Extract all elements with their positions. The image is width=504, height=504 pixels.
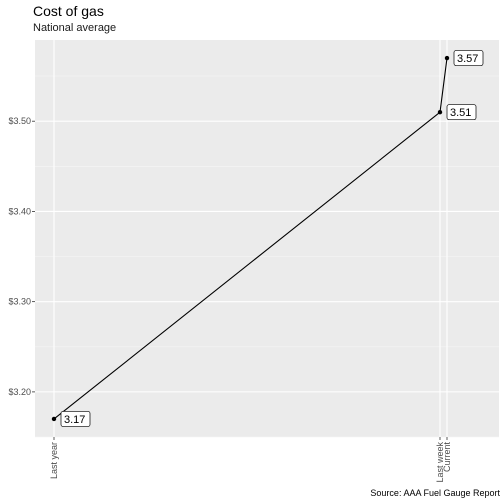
data-label-text: 3.51: [450, 107, 471, 119]
x-tick-label: Current: [442, 442, 452, 473]
y-axis: $3.20 $3.30 $3.40 $3.50: [8, 116, 35, 397]
data-label-box: [446, 104, 477, 121]
y-tick-label: $3.20: [8, 387, 31, 397]
y-tick-label: $3.40: [8, 206, 31, 216]
chart-subtitle: National average: [33, 22, 117, 34]
grid-lines: [35, 40, 499, 438]
data-label: 3.57: [453, 50, 484, 66]
data-label: 3.17: [60, 411, 91, 427]
x-tick-label: Last year: [49, 442, 59, 479]
data-label-text: 3.57: [457, 53, 478, 65]
data-label-box: [453, 50, 484, 66]
y-tick-label: $3.50: [8, 116, 31, 126]
data-point: [51, 416, 57, 422]
data-label: 3.51: [446, 104, 477, 121]
data-label-box: [60, 411, 91, 427]
data-labels: 3.17 3.51 3.57: [60, 50, 484, 427]
data-label-text: 3.17: [64, 414, 85, 426]
plot-panel: [35, 40, 499, 437]
y-tick-label: $3.30: [8, 297, 31, 307]
data-point: [444, 55, 450, 61]
chart-title: Cost of gas: [33, 3, 104, 19]
data-points: [51, 55, 450, 422]
x-tick-label: Last week: [435, 442, 445, 483]
data-point: [437, 109, 443, 115]
chart-caption: Source: AAA Fuel Gauge Report: [370, 488, 500, 498]
